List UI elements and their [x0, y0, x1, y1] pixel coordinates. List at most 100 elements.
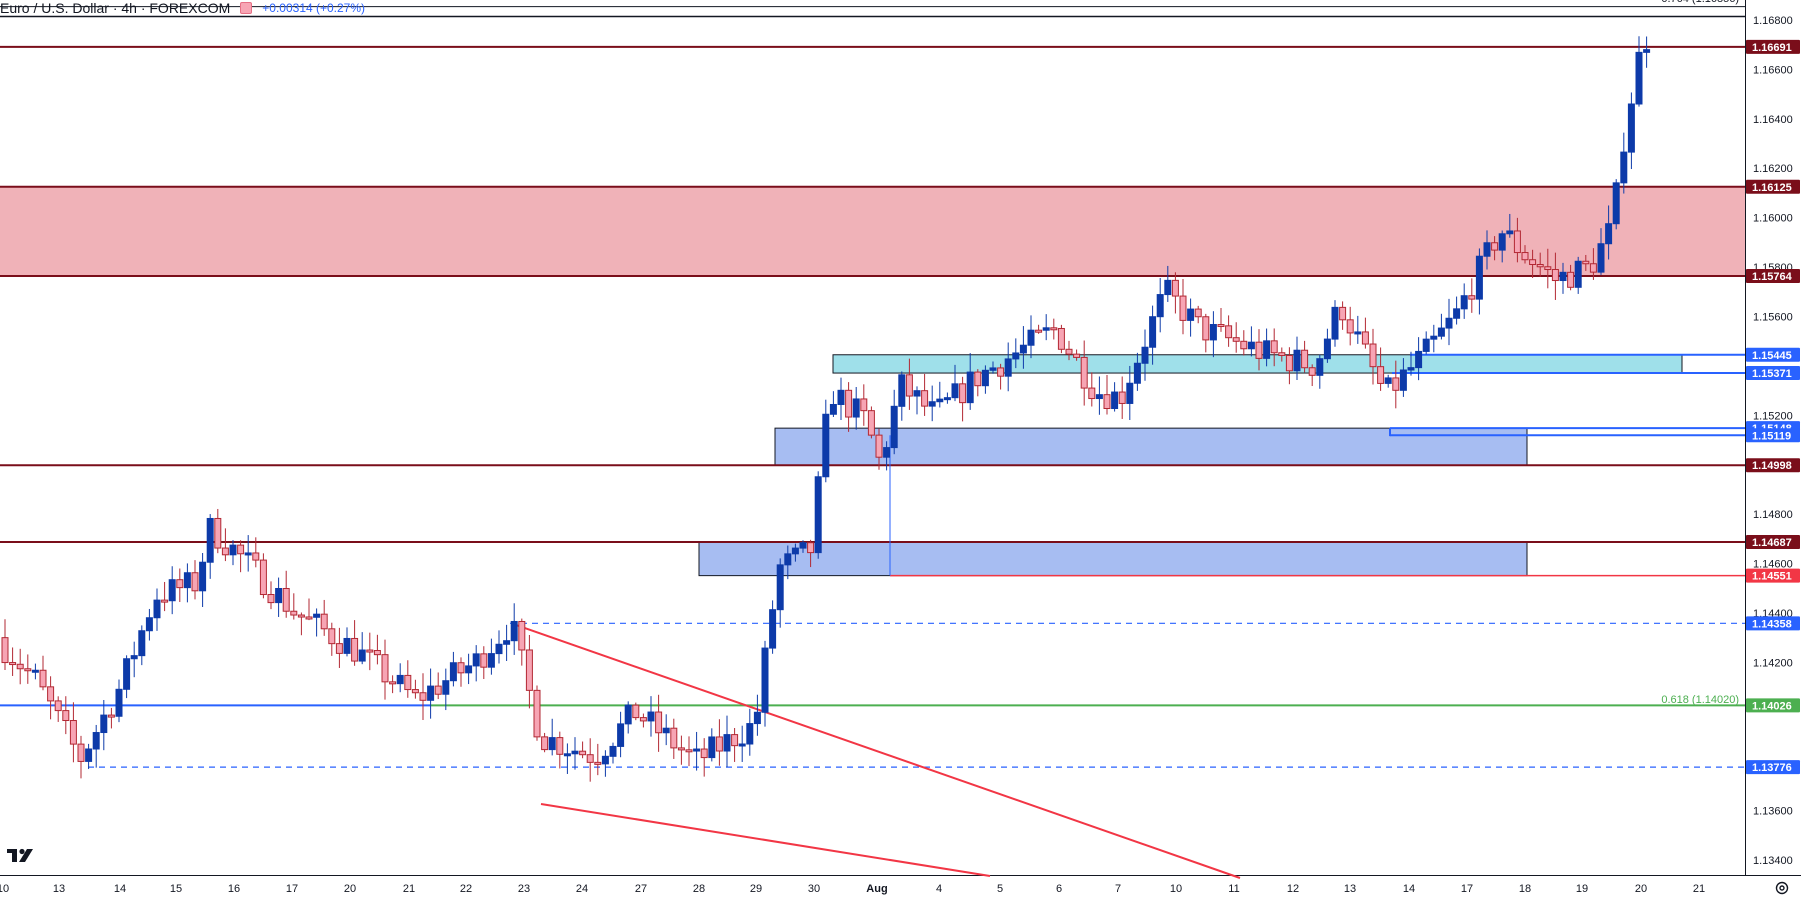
candle-body [571, 750, 579, 755]
candle [1377, 347, 1385, 391]
candle-body [928, 401, 936, 407]
candle-body [617, 723, 625, 747]
candle-body [510, 620, 518, 642]
x-tick-label: 20 [1635, 883, 1647, 895]
candle [913, 386, 921, 415]
candle [244, 535, 252, 572]
candle-body [1635, 51, 1643, 105]
candle-body [161, 599, 169, 603]
candle-body [974, 371, 982, 387]
candle [563, 743, 571, 774]
candle [890, 389, 898, 455]
settings-gear-icon[interactable] [1774, 880, 1790, 896]
candle [1437, 313, 1445, 340]
candle [1171, 272, 1179, 314]
candle [959, 376, 967, 422]
candle [1308, 364, 1316, 387]
x-tick-label: 7 [1115, 883, 1121, 895]
candle-body [1164, 279, 1172, 296]
tradingview-logo-icon[interactable] [6, 846, 38, 864]
symbol-title[interactable]: Euro / U.S. Dollar · 4h · FOREXCOM [0, 0, 231, 16]
candle [503, 624, 511, 661]
candle-body [1111, 391, 1119, 410]
candle [1202, 313, 1210, 353]
candle [107, 707, 115, 729]
candle-body [1529, 259, 1537, 266]
candle-body [1422, 338, 1430, 352]
x-tick-label: 27 [635, 883, 647, 895]
candle-body [1293, 349, 1301, 372]
price-label-badge [1746, 616, 1800, 631]
candle-body [259, 559, 267, 596]
y-tick-label: 1.13600 [1753, 806, 1793, 818]
candle-body [1263, 340, 1271, 359]
candle [328, 622, 336, 656]
y-tick-label: 1.14600 [1753, 559, 1793, 571]
candle-body [1080, 356, 1088, 389]
price-label-text: 1.15445 [1752, 350, 1792, 362]
candle [1050, 318, 1058, 340]
x-tick-label: 4 [936, 883, 942, 895]
candle-body [1559, 271, 1567, 282]
candle [1430, 324, 1438, 353]
candle [343, 627, 351, 657]
candle [1301, 340, 1309, 373]
candle [1004, 342, 1012, 392]
candle-body [1065, 348, 1073, 355]
candle [290, 593, 298, 620]
candle [1559, 262, 1567, 294]
candle-body [1582, 260, 1590, 265]
candle [1217, 307, 1225, 332]
candle-body [381, 654, 389, 683]
candle-body [1118, 391, 1126, 404]
candle-body [1483, 242, 1491, 257]
candle-body [1551, 269, 1559, 282]
candle [373, 634, 381, 665]
candle [647, 696, 655, 737]
candle-body [541, 736, 549, 751]
candle-body [107, 714, 115, 718]
y-tick-label: 1.14800 [1753, 509, 1793, 521]
candle-body [1513, 230, 1521, 254]
candle-body [1377, 366, 1385, 384]
candle [677, 735, 685, 765]
candle [753, 694, 761, 736]
x-tick-label: 28 [693, 883, 705, 895]
x-tick-label: 19 [1576, 883, 1588, 895]
candle-body [1605, 223, 1613, 245]
candle-body [39, 669, 47, 688]
candle-body [282, 587, 290, 612]
candle-body [1179, 295, 1187, 321]
candle [427, 668, 435, 719]
candle-body [822, 413, 830, 478]
candle [510, 603, 518, 655]
candle [1255, 329, 1263, 371]
candle-body [115, 688, 123, 717]
candle-body [389, 681, 397, 685]
candle-body [959, 383, 967, 404]
candle [1354, 315, 1362, 344]
candle-body [237, 544, 245, 555]
candle-body [951, 383, 959, 399]
candle [898, 371, 906, 421]
x-tick-label: 20 [344, 883, 356, 895]
y-tick-label: 1.13400 [1753, 855, 1793, 867]
candle [829, 391, 837, 418]
candle [723, 715, 731, 768]
candle-body [1384, 377, 1392, 384]
candle [548, 718, 556, 756]
price-label-text: 1.14026 [1752, 700, 1792, 712]
candle-body [685, 749, 693, 753]
candle [130, 641, 138, 678]
candle [259, 553, 267, 599]
candle [16, 648, 24, 685]
candle-body [1270, 340, 1278, 354]
candle-body [966, 371, 974, 404]
candle-body [54, 700, 62, 712]
candle-body [487, 653, 495, 668]
candle-body [807, 542, 815, 554]
candle-body [145, 617, 153, 632]
candle-body [69, 720, 77, 745]
price-label-badge [1746, 458, 1800, 473]
